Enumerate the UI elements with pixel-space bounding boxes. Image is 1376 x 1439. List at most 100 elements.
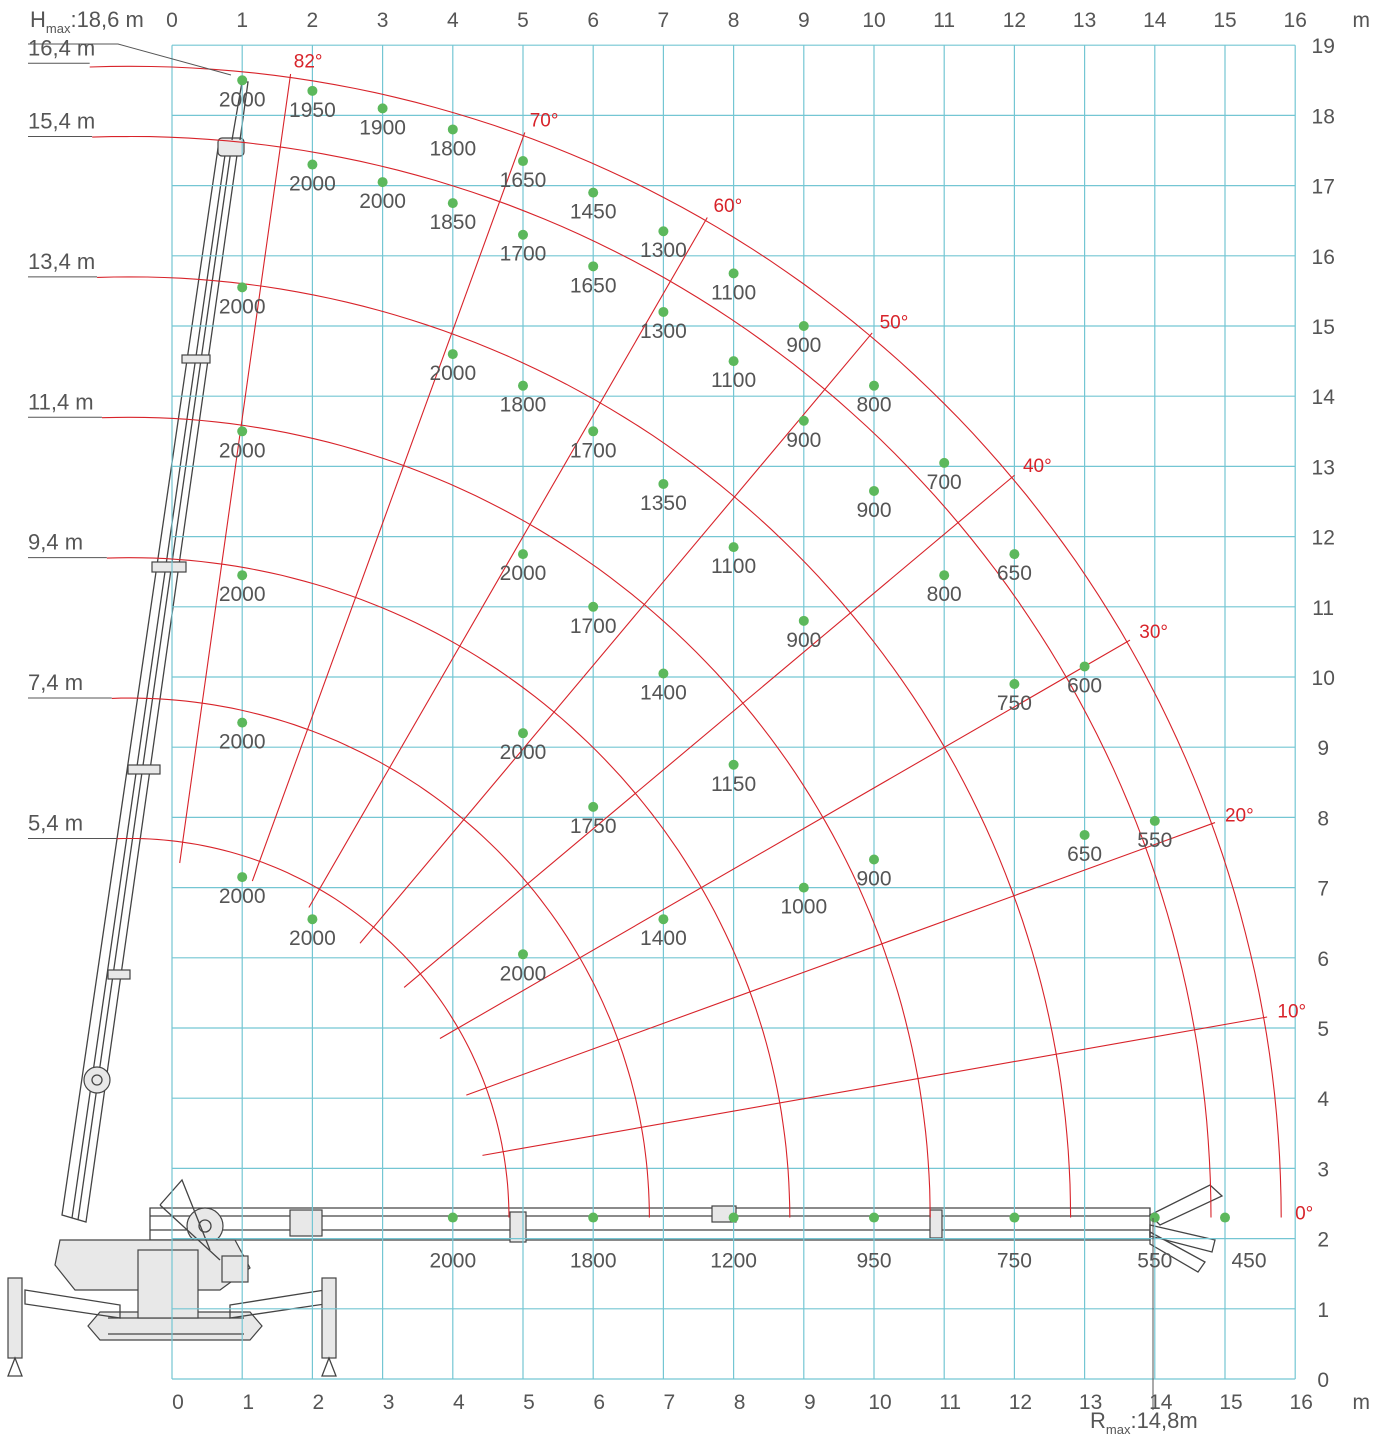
angle-line-50 — [359, 332, 873, 944]
load-label-0-10: 700 — [927, 471, 962, 494]
load-point-1-7 — [798, 415, 809, 426]
load-label-0-8: 900 — [786, 334, 821, 357]
angle-line-20 — [466, 822, 1216, 1096]
grid — [171, 44, 1296, 1380]
angle-label-70: 70° — [530, 110, 559, 131]
y-tick-18: 18 — [1312, 105, 1335, 128]
load-point-5-2 — [588, 1212, 599, 1223]
load-point-2-6 — [798, 615, 809, 626]
boom-curve-15.4 — [92, 135, 1212, 1218]
load-point-0-2 — [377, 103, 388, 114]
y-tick-6: 6 — [1317, 948, 1329, 971]
load-label-4-0: 2000 — [219, 583, 266, 606]
max-radius-label: Rmax:14,8m — [1090, 1408, 1198, 1437]
load-label-4-4: 1200 — [710, 1250, 757, 1273]
load-point-1-9 — [939, 570, 950, 581]
angle-label-0: 0° — [1295, 1204, 1313, 1225]
load-label-2-5: 1100 — [711, 555, 756, 578]
x-tick-top-8: 8 — [728, 9, 740, 32]
boom-curve-11.4 — [101, 416, 931, 1218]
y-tick-0: 0 — [1317, 1369, 1329, 1392]
load-label-3-4: 1150 — [711, 773, 756, 796]
load-point-0-13 — [1149, 815, 1160, 826]
load-label-2-6: 900 — [786, 629, 821, 652]
x-tick-top-16: 16 — [1284, 9, 1307, 32]
x-tick-top-11: 11 — [933, 9, 955, 32]
x-tick-top-12: 12 — [1003, 9, 1026, 32]
y-tick-8: 8 — [1317, 807, 1329, 830]
load-point-2-0 — [237, 282, 248, 293]
x-tick-bottom-14: 14 — [1149, 1391, 1173, 1414]
x-tick-bottom-1: 1 — [242, 1391, 254, 1414]
load-point-0-12 — [1079, 661, 1090, 672]
load-labels: 2000 1950 1900 1800 1650 1450 1300 1100 900 800 70… — [219, 88, 1267, 1272]
load-point-1-5 — [658, 306, 669, 317]
boom-curve-5.4 — [116, 837, 510, 1218]
load-label-0-7: 1100 — [711, 281, 756, 304]
angle-line-40 — [403, 474, 1015, 988]
x-unit-bottom: m — [1352, 1391, 1370, 1414]
load-point-1-3 — [518, 229, 528, 240]
angle-label-30: 30° — [1139, 622, 1168, 643]
load-label-1-9: 800 — [927, 583, 962, 606]
x-tick-bottom-12: 12 — [1009, 1391, 1032, 1414]
load-label-0-13: 550 — [1137, 829, 1172, 852]
load-label-3-0: 2000 — [219, 439, 266, 462]
load-point-2-1 — [447, 349, 458, 360]
load-point-2-2 — [518, 380, 528, 391]
load-label-3-6: 950 — [856, 1250, 891, 1273]
y-unit-top: m — [1352, 9, 1370, 32]
load-point-2-8 — [1009, 1212, 1020, 1223]
x-tick-top-1: 1 — [236, 9, 248, 32]
load-label-0-1: 1950 — [289, 99, 336, 122]
load-point-1-2 — [447, 198, 458, 209]
load-label-6-1: 2000 — [289, 927, 336, 950]
load-label-1-2: 1850 — [429, 211, 476, 234]
load-point-2-5 — [728, 542, 739, 553]
x-tick-top-14: 14 — [1143, 9, 1167, 32]
y-tick-16: 16 — [1312, 246, 1335, 269]
load-point-0-14 — [1220, 1212, 1230, 1223]
max-height-leader — [28, 43, 232, 76]
load-label-5-2: 1800 — [570, 1250, 617, 1273]
load-point-4-0 — [237, 570, 248, 581]
load-label-4-3: 1400 — [640, 927, 687, 950]
load-point-0-10 — [939, 457, 950, 468]
load-point-5-1 — [518, 949, 528, 960]
load-label-3-3: 1400 — [640, 681, 687, 704]
load-label-0-14: 450 — [1231, 1250, 1266, 1273]
y-tick-2: 2 — [1317, 1229, 1329, 1252]
load-label-0-11: 650 — [997, 562, 1032, 585]
axes: 0011223344556677889910101111121213131414… — [166, 9, 1370, 1414]
y-tick-10: 10 — [1312, 667, 1335, 690]
load-point-0-5 — [588, 187, 599, 198]
load-label-3-5: 1000 — [780, 896, 827, 919]
load-label-5-0: 2000 — [219, 731, 266, 754]
load-point-0-6 — [658, 226, 669, 237]
load-label-0-3: 1800 — [429, 137, 476, 160]
x-tick-top-0: 0 — [166, 9, 178, 32]
load-label-1-3: 1700 — [500, 243, 547, 266]
load-label-6-2: 2000 — [429, 1250, 476, 1273]
x-tick-bottom-11: 11 — [939, 1391, 961, 1414]
load-label-1-12: 550 — [1137, 1250, 1172, 1273]
load-points — [237, 75, 1230, 1223]
x-tick-bottom-3: 3 — [383, 1391, 395, 1414]
x-tick-top-9: 9 — [798, 9, 810, 32]
load-label-1-1: 2000 — [359, 190, 406, 213]
angle-line-82 — [179, 73, 292, 864]
load-point-4-1 — [518, 728, 528, 739]
load-point-1-10 — [1009, 679, 1020, 690]
load-label-3-1: 2000 — [500, 562, 547, 585]
x-tick-bottom-0: 0 — [172, 1391, 184, 1414]
load-label-4-2: 1750 — [570, 815, 617, 838]
boom-curve-7.4 — [111, 697, 650, 1218]
load-label-0-0: 2000 — [219, 88, 266, 111]
load-point-3-2 — [588, 601, 599, 612]
load-point-6-1 — [307, 914, 318, 925]
boom-curve-13.4 — [97, 276, 1072, 1218]
x-tick-bottom-16: 16 — [1290, 1391, 1313, 1414]
boom-curve-9.4 — [106, 557, 791, 1218]
x-tick-top-10: 10 — [862, 9, 885, 32]
load-label-0-9: 800 — [856, 394, 891, 417]
